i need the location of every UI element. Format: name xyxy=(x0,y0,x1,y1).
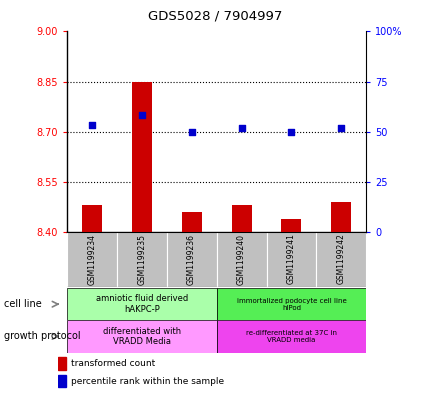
Point xyxy=(237,125,244,131)
Text: growth protocol: growth protocol xyxy=(4,331,81,342)
Point xyxy=(337,125,344,131)
Point xyxy=(88,122,95,128)
Bar xyxy=(316,232,366,287)
Bar xyxy=(266,232,316,287)
Bar xyxy=(166,232,216,287)
Text: GSM1199234: GSM1199234 xyxy=(87,233,96,285)
Bar xyxy=(281,219,301,232)
Bar xyxy=(132,82,151,232)
Text: GDS5028 / 7904997: GDS5028 / 7904997 xyxy=(148,10,282,23)
Text: immortalized podocyte cell line
hIPod: immortalized podocyte cell line hIPod xyxy=(236,298,346,311)
Bar xyxy=(331,202,350,232)
Bar xyxy=(67,232,117,287)
Point xyxy=(138,112,145,118)
Text: differentiated with
VRADD Media: differentiated with VRADD Media xyxy=(102,327,180,346)
Bar xyxy=(58,375,66,387)
Bar xyxy=(231,205,251,232)
Bar xyxy=(67,320,216,353)
Text: transformed count: transformed count xyxy=(71,359,154,368)
Text: percentile rank within the sample: percentile rank within the sample xyxy=(71,376,223,386)
Bar xyxy=(216,320,366,353)
Text: re-differentiated at 37C in
VRADD media: re-differentiated at 37C in VRADD media xyxy=(246,330,336,343)
Text: GSM1199240: GSM1199240 xyxy=(237,233,246,285)
Bar xyxy=(82,205,101,232)
Text: amniotic fluid derived
hAKPC-P: amniotic fluid derived hAKPC-P xyxy=(95,294,187,314)
Bar xyxy=(181,212,201,232)
Point xyxy=(287,129,294,135)
Point xyxy=(188,129,195,135)
Text: cell line: cell line xyxy=(4,299,42,309)
Text: GSM1199242: GSM1199242 xyxy=(336,233,345,285)
Bar xyxy=(216,232,266,287)
Text: GSM1199241: GSM1199241 xyxy=(286,233,295,285)
Bar xyxy=(216,288,366,320)
Bar xyxy=(67,288,216,320)
Text: GSM1199236: GSM1199236 xyxy=(187,233,196,285)
Text: GSM1199235: GSM1199235 xyxy=(137,233,146,285)
Bar xyxy=(58,357,66,369)
Bar xyxy=(117,232,166,287)
